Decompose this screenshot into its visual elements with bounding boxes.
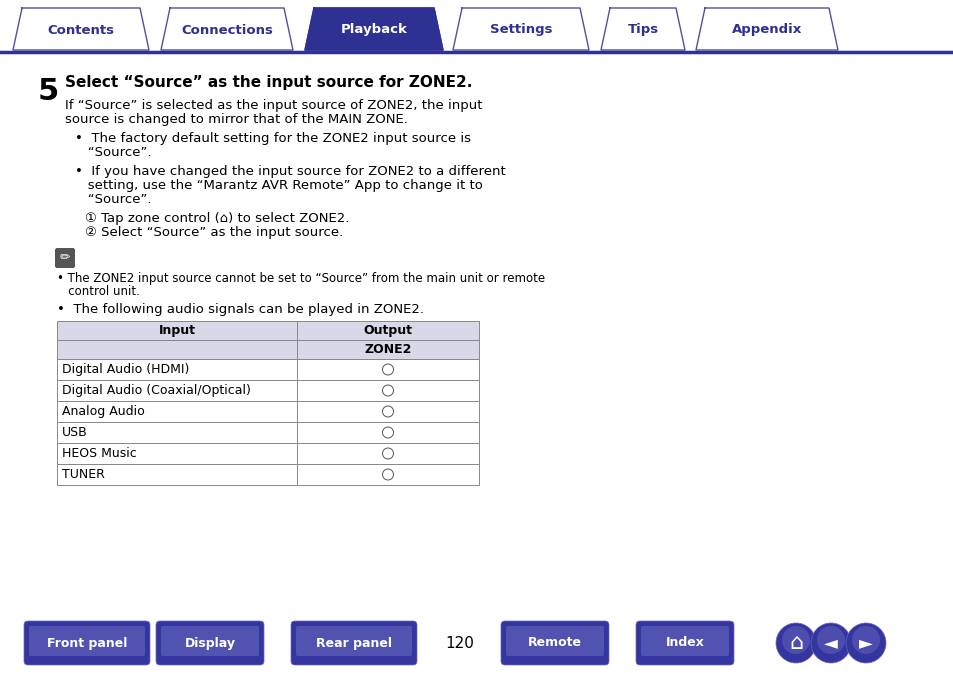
Bar [296, 401, 478, 422]
Text: Analog Audio: Analog Audio [62, 405, 145, 418]
Text: If “Source” is selected as the input source of ZONE2, the input: If “Source” is selected as the input sou… [65, 99, 482, 112]
Text: ② Select “Source” as the input source.: ② Select “Source” as the input source. [85, 226, 343, 239]
Text: Input: Input [158, 324, 195, 337]
FancyBboxPatch shape [295, 626, 412, 656]
Text: ① Tap zone control (⌂) to select ZONE2.: ① Tap zone control (⌂) to select ZONE2. [85, 212, 349, 225]
Text: Tips: Tips [627, 24, 658, 36]
Text: •  The following audio signals can be played in ZONE2.: • The following audio signals can be pla… [57, 303, 423, 316]
Bar [296, 422, 478, 443]
FancyBboxPatch shape [24, 621, 150, 665]
Bar [296, 464, 478, 485]
Circle shape [382, 385, 393, 396]
Circle shape [781, 626, 809, 654]
Circle shape [382, 448, 393, 459]
Polygon shape [13, 8, 149, 50]
Text: Appendix: Appendix [731, 24, 801, 36]
Circle shape [810, 623, 850, 663]
Text: Front panel: Front panel [47, 637, 127, 649]
Bar [57, 380, 296, 401]
FancyBboxPatch shape [636, 621, 733, 665]
Polygon shape [600, 8, 684, 50]
Bar [57, 340, 296, 359]
Polygon shape [305, 8, 442, 50]
Text: “Source”.: “Source”. [75, 146, 152, 159]
FancyBboxPatch shape [291, 621, 416, 665]
Text: •  The factory default setting for the ZONE2 input source is: • The factory default setting for the ZO… [75, 132, 471, 145]
Text: Display: Display [184, 637, 235, 649]
FancyBboxPatch shape [640, 626, 728, 656]
Bar [57, 443, 296, 464]
Text: 5: 5 [38, 77, 59, 106]
Text: ✏: ✏ [60, 252, 71, 264]
Bar [57, 359, 296, 380]
Text: Contents: Contents [48, 24, 114, 36]
Bar [57, 401, 296, 422]
Text: “Source”.: “Source”. [75, 193, 152, 206]
FancyBboxPatch shape [29, 626, 145, 656]
Bar [57, 422, 296, 443]
Text: ►: ► [858, 634, 872, 652]
Polygon shape [696, 8, 837, 50]
Bar [296, 380, 478, 401]
FancyBboxPatch shape [500, 621, 608, 665]
Text: Settings: Settings [489, 24, 552, 36]
Text: source is changed to mirror that of the MAIN ZONE.: source is changed to mirror that of the … [65, 113, 408, 126]
Bar [57, 321, 296, 340]
FancyBboxPatch shape [156, 621, 264, 665]
Text: TUNER: TUNER [62, 468, 105, 481]
Text: setting, use the “Marantz AVR Remote” App to change it to: setting, use the “Marantz AVR Remote” Ap… [75, 179, 482, 192]
Text: •  If you have changed the input source for ZONE2 to a different: • If you have changed the input source f… [75, 165, 505, 178]
Text: ZONE2: ZONE2 [364, 343, 412, 356]
Text: 120: 120 [445, 635, 474, 651]
FancyBboxPatch shape [505, 626, 603, 656]
Circle shape [382, 427, 393, 438]
Text: Digital Audio (Coaxial/Optical): Digital Audio (Coaxial/Optical) [62, 384, 251, 397]
Bar [296, 340, 478, 359]
Polygon shape [161, 8, 293, 50]
Text: Digital Audio (HDMI): Digital Audio (HDMI) [62, 363, 190, 376]
Circle shape [382, 406, 393, 417]
Circle shape [851, 626, 879, 654]
Text: Index: Index [665, 637, 703, 649]
Circle shape [382, 469, 393, 480]
Text: Select “Source” as the input source for ZONE2.: Select “Source” as the input source for … [65, 75, 472, 90]
Text: HEOS Music: HEOS Music [62, 447, 136, 460]
FancyBboxPatch shape [161, 626, 258, 656]
Text: • The ZONE2 input source cannot be set to “Source” from the main unit or remote: • The ZONE2 input source cannot be set t… [57, 272, 544, 285]
Bar [296, 321, 478, 340]
Circle shape [816, 626, 844, 654]
Text: Output: Output [363, 324, 412, 337]
Text: Rear panel: Rear panel [315, 637, 392, 649]
Text: Remote: Remote [527, 637, 581, 649]
Circle shape [775, 623, 815, 663]
FancyBboxPatch shape [55, 248, 74, 267]
Text: Connections: Connections [181, 24, 273, 36]
Text: ⌂: ⌂ [788, 633, 802, 653]
Polygon shape [453, 8, 588, 50]
Text: ◄: ◄ [823, 634, 837, 652]
Bar [57, 464, 296, 485]
Circle shape [845, 623, 885, 663]
Circle shape [382, 364, 393, 375]
Text: control unit.: control unit. [57, 285, 140, 298]
Bar [296, 359, 478, 380]
Bar [296, 443, 478, 464]
Text: USB: USB [62, 426, 88, 439]
Text: Playback: Playback [340, 24, 407, 36]
